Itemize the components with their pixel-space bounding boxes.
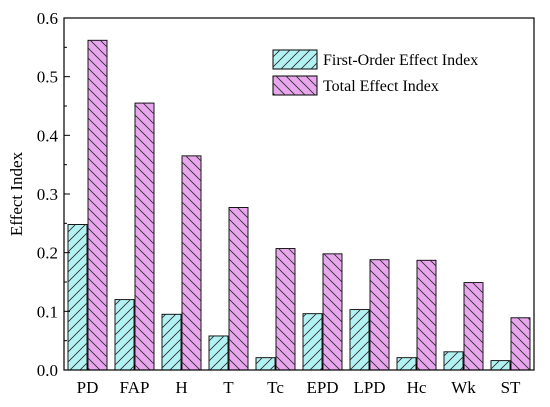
y-tick-label: 0.3 <box>37 185 58 204</box>
x-tick-label: ST <box>501 378 521 397</box>
y-axis: 0.0 0.1 0.2 0.3 0.4 0.5 0.6 <box>37 9 70 380</box>
legend-label-total: Total Effect Index <box>323 78 439 95</box>
bar-hatch-total-fap <box>135 103 154 371</box>
bars-layer <box>67 39 531 371</box>
x-tick-label: H <box>175 378 187 397</box>
x-tick-label: FAP <box>120 378 150 397</box>
bar-hatch-first-order-tc <box>256 357 275 370</box>
y-tick-label: 0.1 <box>37 302 58 321</box>
y-axis-title: Effect Index <box>7 151 26 236</box>
x-axis: PD FAP H T Tc EPD LPD Hc Wk ST <box>77 364 521 397</box>
x-tick-label: T <box>223 378 234 397</box>
bar-hatch-total-t <box>229 207 248 370</box>
bar-hatch-total-h <box>182 155 201 370</box>
x-tick-label: PD <box>77 378 99 397</box>
x-tick-label: EPD <box>306 378 338 397</box>
x-tick-label: Hc <box>407 378 427 397</box>
bar-hatch-total-st <box>511 317 530 370</box>
bar-hatch-total-lpd <box>370 259 389 370</box>
bar-hatch-first-order-fap <box>115 299 134 370</box>
bar-hatch-first-order-epd <box>303 313 322 370</box>
y-tick-label: 0.2 <box>37 244 58 263</box>
bar-hatch-first-order-lpd <box>350 309 369 370</box>
bar-hatch-first-order-st <box>491 360 510 370</box>
bar-hatch-total-epd <box>323 253 342 370</box>
bar-hatch-total-tc <box>276 248 295 370</box>
bar-hatch-first-order-pd <box>68 224 87 370</box>
legend-swatch-total-hatch <box>273 76 317 95</box>
x-tick-label: Wk <box>451 378 476 397</box>
bar-hatch-total-wk <box>464 282 483 370</box>
bar-hatch-first-order-wk <box>444 351 463 370</box>
x-tick-label: LPD <box>353 378 385 397</box>
x-tick-label: Tc <box>267 378 284 397</box>
bar-hatch-total-hc <box>417 260 436 370</box>
bar-hatch-first-order-h <box>162 314 181 370</box>
y-tick-label: 0.4 <box>37 126 59 145</box>
bar-hatch-first-order-t <box>209 335 228 370</box>
legend-swatch-first-order-hatch <box>273 50 317 69</box>
y-tick-label: 0.0 <box>37 361 58 380</box>
y-tick-label: 0.6 <box>37 9 58 28</box>
legend-label-first-order: First-Order Effect Index <box>323 52 478 69</box>
y-tick-label: 0.5 <box>37 68 58 87</box>
legend: First-Order Effect Index Total Effect In… <box>272 49 478 96</box>
plot-frame <box>63 17 535 371</box>
bar-hatch-total-pd <box>88 40 107 370</box>
bar-hatch-first-order-hc <box>397 357 416 370</box>
